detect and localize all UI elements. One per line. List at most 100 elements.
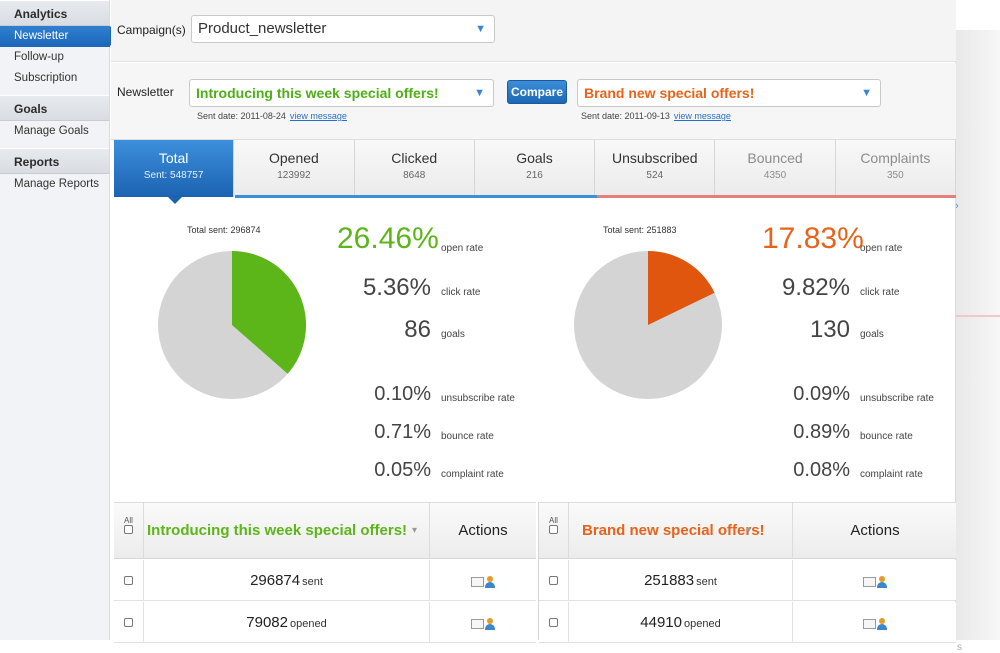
- newsletter-label: Newsletter: [117, 85, 174, 99]
- click-rate-left: 5.36%: [362, 274, 431, 301]
- total-sent-left: Total sent: 296874: [187, 225, 261, 235]
- row-value: 251883 sent: [569, 560, 792, 601]
- table-header: All Introducing this week special offers…: [114, 503, 536, 559]
- tab-complaints[interactable]: Complaints 350: [835, 140, 956, 197]
- tab-title: Unsubscribed: [611, 150, 698, 166]
- user-icon[interactable]: [877, 617, 887, 630]
- complaint-rate-left: 0.05%: [374, 459, 431, 481]
- sidebar-item-follow-up[interactable]: Follow-up: [14, 51, 64, 63]
- tab-underline-left: [235, 195, 597, 198]
- click-rate-label-left: click rate: [441, 287, 481, 298]
- sidebar-item-manage-reports[interactable]: Manage Reports: [14, 178, 100, 190]
- sidebar-item-manage-goals[interactable]: Manage Goals: [14, 125, 89, 137]
- user-icon[interactable]: [485, 575, 495, 588]
- partial-text: s: [957, 642, 962, 653]
- complaint-rate-right: 0.08%: [793, 459, 850, 481]
- row-actions: [792, 602, 957, 643]
- divider: [955, 315, 1000, 317]
- bounce-rate-label-left: bounce rate: [441, 431, 494, 442]
- pie-slice-right: [648, 251, 715, 325]
- complaint-rate-label-right: complaint rate: [860, 469, 923, 480]
- tab-count: 350: [886, 170, 904, 181]
- mail-icon[interactable]: [471, 576, 484, 587]
- tab-title: Bounced: [747, 150, 803, 166]
- actions-header: Actions: [792, 503, 957, 559]
- row-actions: [792, 560, 957, 601]
- select-all-checkbox[interactable]: [124, 525, 133, 534]
- table-left: All Introducing this week special offers…: [114, 502, 536, 643]
- sidebar-section-analytics: Analytics: [0, 0, 109, 26]
- tab-count: 8648: [403, 170, 426, 181]
- sort-caret-icon[interactable]: ▾: [412, 525, 418, 536]
- row-value: 44910 opened: [569, 602, 792, 643]
- table-header: All Brand new special offers! ▾ Actions: [539, 503, 956, 559]
- bounce-rate-left: 0.71%: [374, 421, 431, 443]
- user-icon[interactable]: [485, 617, 495, 630]
- sidebar-section-goals: Goals: [0, 95, 109, 121]
- row-number: 251883: [644, 572, 695, 589]
- compare-button[interactable]: Compare: [507, 80, 567, 104]
- unsubscribe-rate-label-left: unsubscribe rate: [441, 393, 515, 404]
- select-all-checkbox[interactable]: [549, 525, 558, 534]
- row-checkbox[interactable]: [124, 618, 133, 627]
- tab-count: Sent: 548757: [143, 170, 204, 181]
- pie-chart-left: [158, 251, 307, 399]
- total-sent-right: Total sent: 251883: [603, 225, 677, 235]
- tab-title: Goals: [516, 150, 553, 166]
- view-message-link-right[interactable]: view message: [673, 111, 731, 121]
- table-row: 79082 opened: [114, 602, 536, 643]
- main-panel: Campaign(s) Product_newsletter ▼ Newslet…: [111, 0, 957, 643]
- tab-count: 4350: [763, 170, 787, 181]
- row-unit: sent: [696, 576, 717, 588]
- tab-goals[interactable]: Goals 216: [474, 140, 596, 197]
- tab-title: Complaints: [860, 150, 931, 166]
- mail-icon[interactable]: [863, 618, 876, 629]
- newsletter-select-right[interactable]: Brand new special offers! ▼: [577, 79, 881, 107]
- tab-bounced[interactable]: Bounced 4350: [715, 140, 836, 197]
- bounce-rate-label-right: bounce rate: [860, 431, 913, 442]
- campaign-select[interactable]: Product_newsletter ▼: [191, 15, 495, 43]
- pie-slice-left: [232, 251, 307, 374]
- tab-opened[interactable]: Opened 123992: [234, 140, 355, 197]
- click-rate-label-right: click rate: [860, 287, 900, 298]
- mail-icon[interactable]: [471, 618, 484, 629]
- actions-header: Actions: [429, 503, 536, 559]
- row-value: 296874 sent: [144, 560, 429, 601]
- sent-date-right: Sent date: 2011-09-13 view message: [581, 111, 731, 121]
- mail-icon[interactable]: [863, 576, 876, 587]
- background-window: › s: [955, 30, 1000, 653]
- goals-label-left: goals: [441, 329, 465, 340]
- table-title-right: Brand new special offers!: [582, 522, 765, 539]
- row-actions: [429, 602, 536, 643]
- row-checkbox[interactable]: [549, 576, 558, 585]
- tab-count: 123992: [277, 170, 311, 181]
- newsletter-right-value: Brand new special offers!: [584, 85, 755, 101]
- newsletter-select-left[interactable]: Introducing this week special offers! ▼: [189, 79, 494, 107]
- tab-title: Total: [158, 150, 189, 166]
- chevron-icon: ›: [955, 200, 959, 212]
- sent-date-left-text: Sent date: 2011-08-24: [197, 111, 286, 121]
- tab-clicked[interactable]: Clicked 8648: [354, 140, 475, 197]
- goals-right: 130: [809, 316, 850, 343]
- view-message-link-left[interactable]: view message: [289, 111, 347, 121]
- tab-unsubscribed[interactable]: Unsubscribed 524: [595, 140, 716, 197]
- table-row: 296874 sent: [114, 560, 536, 601]
- row-checkbox[interactable]: [124, 576, 133, 585]
- sent-date-right-text: Sent date: 2011-09-13: [581, 111, 670, 121]
- tab-count: 524: [646, 170, 664, 181]
- unsubscribe-rate-label-right: unsubscribe rate: [860, 393, 934, 404]
- open-rate-right: 17.83%: [762, 222, 864, 255]
- sidebar-item-subscription[interactable]: Subscription: [14, 72, 78, 84]
- sort-caret-icon[interactable]: ▾: [746, 525, 752, 536]
- user-icon[interactable]: [877, 575, 887, 588]
- tab-total[interactable]: Total Sent: 548757: [114, 140, 235, 204]
- unsubscribe-rate-left: 0.10%: [374, 383, 431, 405]
- sidebar-item-newsletter[interactable]: Newsletter: [0, 26, 118, 47]
- all-label: All: [549, 516, 558, 525]
- newsletter-left-value: Introducing this week special offers!: [196, 85, 439, 101]
- click-rate-right: 9.82%: [781, 274, 850, 301]
- goals-label-right: goals: [860, 329, 884, 340]
- row-checkbox[interactable]: [549, 618, 558, 627]
- table-row: 251883 sent: [539, 560, 956, 601]
- select-all-column: All: [539, 503, 569, 558]
